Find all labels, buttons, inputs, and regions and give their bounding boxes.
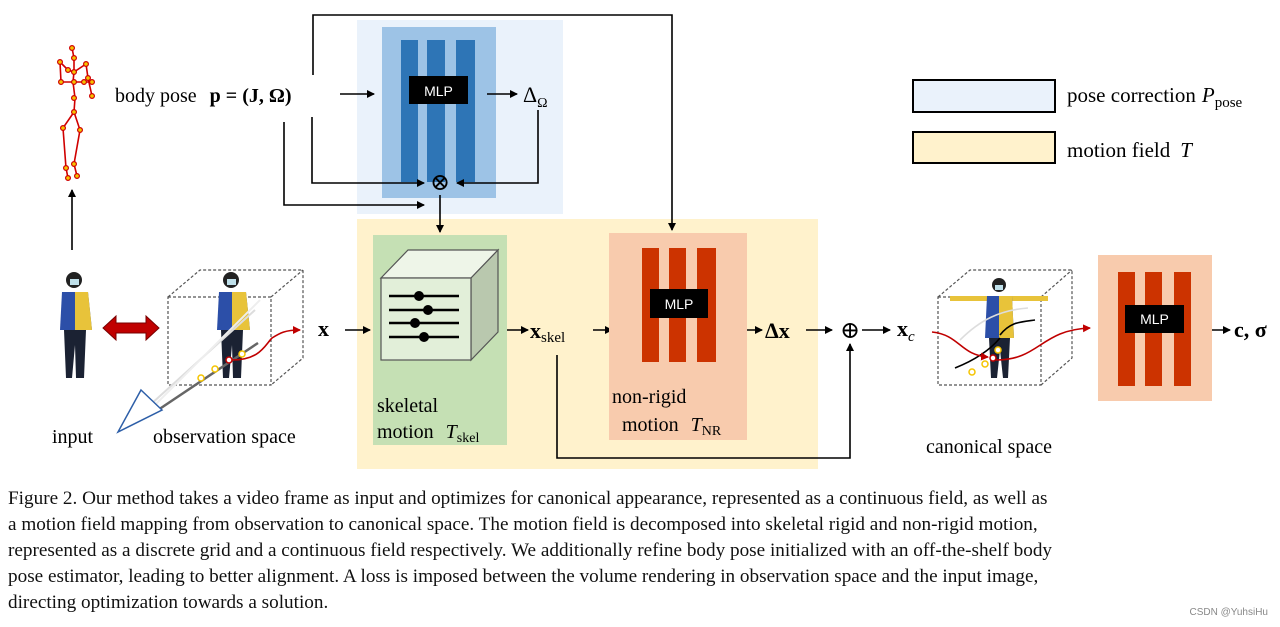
- caption-line: directing optimization towards a solutio…: [8, 592, 329, 613]
- camera-rays: [149, 299, 301, 412]
- canonical-mlp: MLP: [1098, 255, 1212, 401]
- legend-swatch-motion: [912, 131, 1056, 164]
- observation-space-label: observation space: [153, 426, 296, 448]
- canonical-rays: [931, 307, 1091, 376]
- output-label: c, σ: [1234, 317, 1267, 342]
- nonrigid-label: non-rigid: [612, 386, 686, 408]
- svg-text:xc: xc: [897, 316, 915, 345]
- caption-line: a motion field mapping from observation …: [8, 514, 1038, 535]
- legend-symbol: T: [1180, 138, 1193, 162]
- t-skel-symbol: T: [446, 421, 459, 443]
- x-skel-label: x: [530, 318, 541, 343]
- observation-person-image: [217, 272, 250, 378]
- method-diagram: MLP body pose p = (J, Ω): [52, 14, 1267, 469]
- svg-text:xskel: xskel: [530, 318, 565, 346]
- x-c-label: x: [897, 316, 908, 341]
- caption-line: pose estimator, leading to better alignm…: [8, 566, 1039, 587]
- t-skel-sub: skel: [457, 431, 480, 446]
- nonrigid-mlp: MLP: [642, 248, 716, 362]
- double-arrow-icon: [102, 314, 160, 342]
- legend-label: motion field: [1067, 138, 1171, 162]
- x-c-sub: c: [908, 329, 915, 345]
- camera-icon: [116, 388, 164, 434]
- figure-caption: Figure 2. Our method takes a video frame…: [8, 486, 1276, 616]
- svg-text:body pose p = (J, Ω): body pose p = (J, Ω): [115, 85, 292, 107]
- canonical-space-label: canonical space: [926, 436, 1052, 458]
- skeleton-icon: [56, 44, 95, 182]
- legend-label: pose correction: [1067, 83, 1196, 107]
- legend-swatch-pose: [912, 79, 1056, 113]
- t-nr-sub: NR: [702, 424, 722, 439]
- skeletal-motion-label: motion: [377, 421, 434, 443]
- canonical-person-image: [950, 278, 1048, 378]
- otimes-operator: ⊗: [430, 170, 450, 196]
- mlp-label: MLP: [665, 296, 694, 312]
- oplus-operator: ⊕: [840, 318, 860, 344]
- connector-arrows: [68, 14, 1231, 459]
- skeletal-label: skeletal: [377, 395, 439, 417]
- input-label: input: [52, 426, 94, 448]
- caption-line: Figure 2. Our method takes a video frame…: [8, 488, 1048, 509]
- t-nr-symbol: T: [691, 414, 704, 436]
- x-label: x: [318, 316, 329, 341]
- delta-omega: Δ: [523, 82, 537, 107]
- delta-x-label: Δx: [765, 318, 790, 343]
- mlp-label: MLP: [1140, 311, 1169, 327]
- nonrigid-motion-label: motion: [622, 414, 679, 436]
- pose-mlp: MLP: [382, 27, 496, 198]
- body-pose-formula: p = (J, Ω): [210, 85, 292, 107]
- legend-symbol: P: [1201, 83, 1215, 107]
- mlp-label: MLP: [424, 83, 453, 99]
- watermark: CSDN @YuhsiHu: [1189, 607, 1268, 618]
- legend: pose correction Ppose motion field T: [912, 79, 1243, 164]
- delta-omega-sub: Ω: [537, 96, 547, 111]
- x-skel-sub: skel: [541, 330, 565, 346]
- voxel-grid-cube-icon: [379, 248, 500, 362]
- legend-sub: pose: [1215, 95, 1243, 111]
- body-pose-label: body pose: [115, 85, 197, 107]
- caption-line: represented as a discrete grid and a con…: [8, 540, 1053, 561]
- input-person-image: [60, 272, 92, 378]
- svg-text:ΔΩ: ΔΩ: [523, 82, 548, 111]
